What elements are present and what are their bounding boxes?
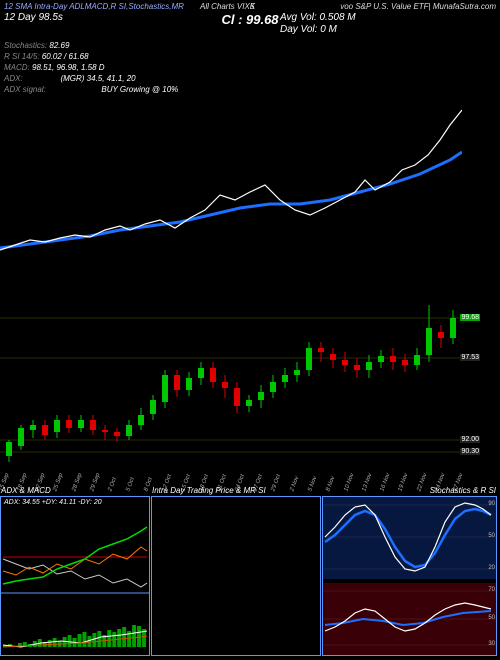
day-vol-value: 0 M xyxy=(320,24,337,35)
stochastics-value: 82.69 xyxy=(49,41,69,50)
adx-readout: ADX: 34.55 +DY: 41.11 -DY: 20 xyxy=(4,499,102,506)
price-level-label: 92.00 xyxy=(460,436,480,443)
close-price-title: Cl : 99.68 xyxy=(221,12,278,27)
adx-signal-value: BUY Growing @ 10% xyxy=(101,85,178,94)
stoch-tick: 20 xyxy=(488,565,495,571)
ticker-description: voo S&P U.S. Value ETF| MunafaSutra.com xyxy=(340,2,496,11)
panel3-title: Stochastics & R SI xyxy=(323,486,500,495)
stoch-tick: 90 xyxy=(488,501,495,507)
price-level-label: 97.53 xyxy=(460,354,480,361)
header-period-price: 12 Day 98.5s xyxy=(4,12,63,23)
chart-header: 12 SMA Intra-Day ADLMACD,R SI,Stochastic… xyxy=(0,0,500,34)
candlestick-chart: 99.68 97.53 92.00 90.30 xyxy=(0,270,480,470)
price-line-chart xyxy=(0,100,480,260)
panel1-title-left: ADX & MACD xyxy=(1,486,51,495)
indicator-readout: Stochastics: 82.69 R SI 14/5: 60.02 / 61… xyxy=(4,40,178,95)
price-level-label: 90.30 xyxy=(460,448,480,455)
rsi-value: 60.02 / 61.68 xyxy=(42,52,89,61)
stoch-tick: 50 xyxy=(488,533,495,539)
macd-value: 98.51, 96.98, 1.58 D xyxy=(32,63,105,72)
avg-vol: Avg Vol: 0.508 M xyxy=(280,12,356,23)
intraday-panel: Intra Day Trading Price & MR SI xyxy=(151,496,321,656)
price-level-label: 99.68 xyxy=(460,314,480,321)
adx-value: (MGR) 34.5, 41.1, 20 xyxy=(60,74,135,83)
panel2-title: Intra Day Trading Price & MR SI xyxy=(152,486,320,495)
avg-vol-label: Avg Vol: xyxy=(280,12,317,23)
avg-vol-value: 0.508 M xyxy=(319,12,355,23)
header-indicators-list: 12 SMA Intra-Day ADLMACD,R SI,Stochastic… xyxy=(4,2,184,11)
rsi-label: R SI 14/5: xyxy=(4,52,40,61)
header-chartset: All Charts VIXK xyxy=(200,2,255,11)
stochastics-rsi-panel: Stochastics & R SI 905020705030 xyxy=(322,496,497,656)
stochastics-label: Stochastics: xyxy=(4,41,47,50)
rsi-tick: 50 xyxy=(488,615,495,621)
panel1-title: ADX & MACD xyxy=(1,486,149,495)
rsi-tick: 30 xyxy=(488,641,495,647)
day-vol-label: Day Vol: xyxy=(280,24,317,35)
bottom-panels: ADX & MACD ADX: 34.55 +DY: 41.11 -DY: 20… xyxy=(0,496,500,658)
adx-macd-panel: ADX & MACD ADX: 34.55 +DY: 41.11 -DY: 20 xyxy=(0,496,150,656)
header-num: 5 xyxy=(250,2,254,11)
macd-label: MACD: xyxy=(4,63,30,72)
rsi-tick: 70 xyxy=(488,587,495,593)
adx-signal-label: ADX signal: xyxy=(4,85,46,94)
day-vol: Day Vol: 0 M xyxy=(280,24,337,35)
adx-label: ADX: xyxy=(4,74,23,83)
